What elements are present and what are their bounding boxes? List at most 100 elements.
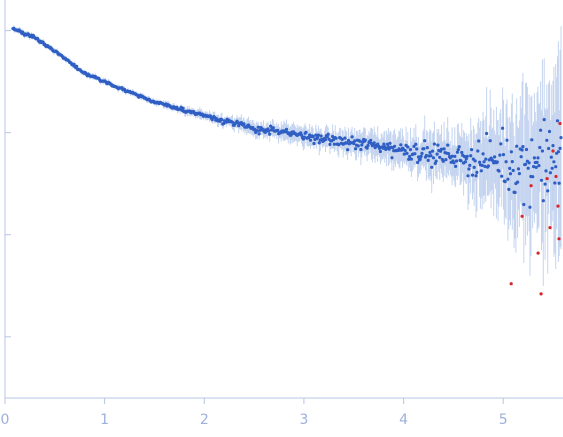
data-point — [442, 147, 446, 151]
data-point — [271, 126, 275, 130]
data-point — [432, 142, 436, 146]
data-point — [435, 152, 439, 156]
data-point — [463, 160, 467, 164]
data-point — [535, 160, 539, 164]
data-point — [255, 129, 259, 133]
data-point — [307, 136, 311, 140]
data-point — [422, 147, 426, 151]
data-point — [268, 132, 272, 136]
data-point — [414, 142, 418, 146]
data-point — [465, 154, 469, 158]
data-point — [323, 137, 328, 142]
data-point — [337, 143, 341, 147]
outlier-point — [558, 121, 562, 126]
data-point — [267, 129, 271, 133]
data-point — [358, 139, 362, 143]
data-point — [516, 180, 520, 184]
data-point — [426, 158, 430, 162]
x-tick-label: 5 — [499, 412, 508, 428]
data-point — [541, 199, 545, 203]
data-point — [372, 141, 376, 145]
data-point — [466, 174, 470, 178]
data-point — [548, 171, 553, 175]
data-point — [444, 158, 448, 162]
data-point — [418, 157, 422, 161]
x-tick-label: 4 — [399, 412, 408, 428]
data-point — [325, 135, 329, 139]
data-point — [256, 125, 260, 129]
data-point — [220, 118, 224, 122]
data-point — [542, 118, 546, 122]
data-point — [520, 148, 524, 152]
data-point — [480, 163, 484, 167]
data-point — [430, 165, 434, 169]
outlier-point — [545, 177, 549, 181]
data-point — [353, 139, 357, 143]
data-point — [402, 152, 406, 156]
data-point — [519, 155, 523, 159]
data-point — [352, 141, 356, 146]
data-point — [506, 177, 510, 181]
data-point — [540, 149, 545, 153]
x-tick-label: 1 — [100, 412, 109, 428]
data-point — [431, 156, 436, 160]
data-point — [356, 144, 360, 148]
data-point — [484, 157, 488, 161]
data-point — [326, 132, 330, 136]
data-point — [454, 159, 459, 163]
data-point — [413, 152, 417, 156]
data-point — [385, 142, 390, 146]
data-point — [459, 159, 463, 163]
data-point — [547, 129, 552, 134]
data-point — [454, 164, 458, 168]
data-point — [475, 170, 479, 174]
x-tick-label: 3 — [299, 412, 308, 428]
data-point — [524, 162, 528, 166]
data-point — [538, 145, 542, 150]
data-point — [456, 148, 460, 152]
data-point — [554, 165, 558, 169]
data-point — [441, 159, 445, 163]
data-point — [378, 149, 382, 154]
data-point — [424, 153, 428, 158]
outlier-point — [548, 226, 552, 230]
data-point — [416, 160, 420, 165]
data-point — [486, 164, 490, 168]
data-point — [328, 142, 332, 146]
data-point — [308, 138, 313, 142]
data-point — [447, 152, 451, 156]
axes: 0 1 2 3 4 5 — [1, 0, 563, 428]
data-point — [346, 148, 350, 152]
data-point — [365, 146, 369, 150]
data-point — [485, 131, 489, 136]
data-point — [428, 150, 432, 155]
data-point — [513, 190, 517, 195]
data-point — [75, 64, 79, 68]
data-point — [532, 165, 536, 169]
data-point — [481, 152, 485, 156]
data-point — [360, 143, 364, 147]
data-point — [558, 146, 562, 150]
data-point — [237, 124, 241, 128]
data-point — [340, 137, 344, 141]
data-point — [479, 169, 483, 173]
outlier-point — [529, 184, 533, 188]
data-point — [431, 149, 435, 153]
data-point — [477, 139, 481, 143]
data-point — [509, 150, 513, 154]
data-point — [416, 155, 421, 159]
data-point — [549, 155, 553, 159]
data-point — [429, 154, 433, 158]
data-point — [311, 135, 315, 139]
data-point — [552, 160, 556, 164]
data-point — [544, 169, 548, 173]
data-point — [537, 164, 541, 168]
data-point — [539, 178, 544, 182]
data-point — [515, 144, 519, 148]
data-point — [343, 136, 347, 140]
data-point — [545, 138, 549, 142]
data-point — [521, 145, 525, 149]
data-point — [284, 127, 289, 131]
data-point — [407, 157, 411, 161]
data-points — [11, 26, 563, 209]
